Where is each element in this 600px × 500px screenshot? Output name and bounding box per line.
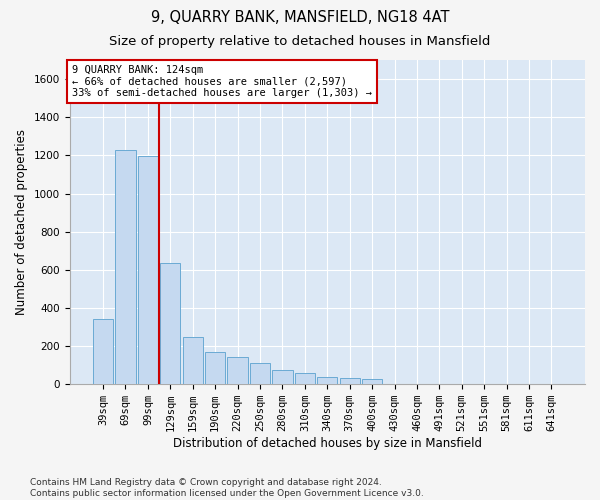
Bar (93, 320, 113, 384)
Bar (272, 370, 293, 384)
Bar (340, 378, 360, 384)
Bar (182, 338, 203, 384)
Y-axis label: Number of detached properties: Number of detached properties (15, 129, 28, 315)
Text: Contains HM Land Registry data © Crown copyright and database right 2024.
Contai: Contains HM Land Registry data © Crown c… (30, 478, 424, 498)
Bar (295, 373, 315, 384)
Bar (205, 352, 225, 384)
Bar (362, 378, 382, 384)
Bar (138, 156, 158, 384)
Text: 9, QUARRY BANK, MANSFIELD, NG18 4AT: 9, QUARRY BANK, MANSFIELD, NG18 4AT (151, 10, 449, 25)
Bar (250, 363, 270, 384)
Bar (317, 376, 337, 384)
Bar (115, 150, 136, 384)
X-axis label: Distribution of detached houses by size in Mansfield: Distribution of detached houses by size … (173, 437, 482, 450)
Bar (160, 263, 181, 384)
Bar (227, 356, 248, 384)
Text: Size of property relative to detached houses in Mansfield: Size of property relative to detached ho… (109, 35, 491, 48)
Text: 9 QUARRY BANK: 124sqm
← 66% of detached houses are smaller (2,597)
33% of semi-d: 9 QUARRY BANK: 124sqm ← 66% of detached … (72, 65, 372, 98)
